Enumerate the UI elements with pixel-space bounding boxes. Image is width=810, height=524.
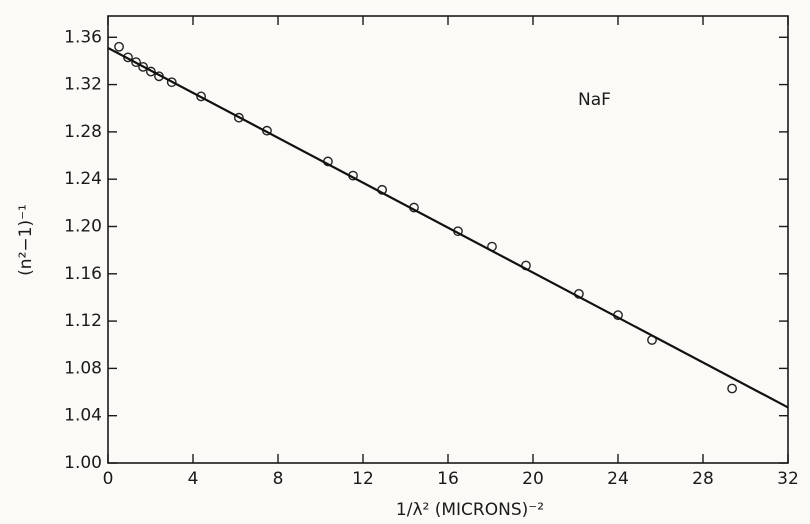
y-tick-label: 1.32 — [64, 75, 102, 95]
y-tick-label: 1.16 — [64, 264, 102, 284]
data-point — [727, 383, 738, 394]
x-tick-label: 28 — [692, 469, 714, 489]
x-tick-label: 20 — [522, 469, 544, 489]
x-tick-label: 32 — [777, 469, 799, 489]
x-tick-label: 8 — [273, 469, 284, 489]
y-tick-label: 1.28 — [64, 122, 102, 142]
data-point — [114, 41, 124, 52]
x-axis-label: 1/λ² (MICRONS)⁻² — [396, 500, 544, 520]
y-tick-label: 1.08 — [64, 358, 102, 378]
x-tick-label: 24 — [607, 469, 629, 489]
y-tick-label: 1.36 — [64, 27, 102, 47]
x-tick-label: 4 — [188, 469, 199, 489]
y-tick-label: 1.24 — [64, 169, 102, 189]
x-tick-label: 0 — [103, 469, 114, 489]
y-tick-label: 1.04 — [64, 406, 102, 426]
y-tick-label: 1.20 — [64, 216, 102, 236]
x-tick-label: 16 — [437, 469, 459, 489]
x-tick-label: 12 — [352, 469, 374, 489]
fit-line — [107, 46, 789, 409]
plot-frame — [107, 15, 789, 464]
y-axis-label: (n²−1)⁻¹ — [16, 204, 36, 276]
y-tick-label: 1.12 — [64, 311, 102, 331]
y-tick-label: 1.00 — [64, 453, 102, 473]
annotation: NaF — [578, 90, 611, 110]
